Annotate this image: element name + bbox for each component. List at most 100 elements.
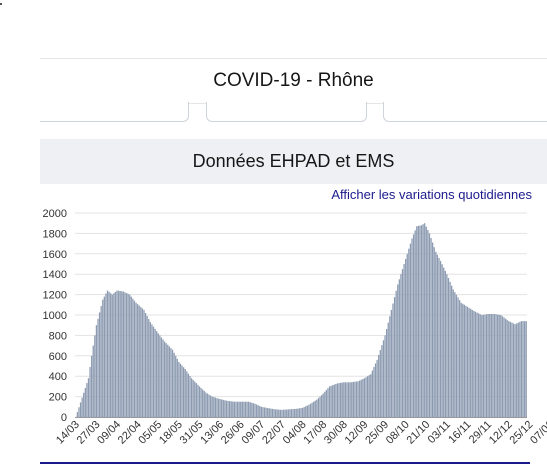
chart-bar [341,382,343,417]
chart-bar [268,408,270,417]
chart-bar [219,399,221,417]
chart-bar [282,409,285,417]
department-title-bar: COVID-19 - Rhône [40,58,547,104]
chart-bar [451,285,453,417]
chart-bar [149,322,151,417]
chart-bar [273,409,275,417]
chart-bar [373,367,375,417]
chart-bar [78,407,80,417]
chart-bar [294,408,296,417]
chart-bar [292,409,294,417]
chart-bar [489,313,491,417]
chart-bar [454,292,456,417]
chart-bar [466,306,469,417]
chart-bar [165,343,167,417]
chart-bar [463,304,465,417]
chart-bar [300,408,302,417]
chart-bar [252,403,255,417]
chart-bar [481,315,483,417]
chart-bar [474,311,477,417]
chart-bar [248,401,250,417]
chart-bar [405,258,407,417]
chart-bar [175,355,177,417]
x-axis: 14/0327/0309/0422/0405/0518/0531/0513/06… [54,417,547,447]
chart-bar [311,402,313,417]
chart-bar [416,226,418,417]
summary-card[interactable] [40,102,189,122]
summary-card[interactable] [383,102,547,122]
chart-bar [484,314,486,417]
chart-bar [171,349,174,417]
chart-bar [340,382,342,417]
chart-bar [189,375,191,417]
chart-bar [141,308,144,417]
chart-bar [366,376,369,417]
y-tick-label: 200 [49,392,67,404]
chart-bar [251,402,253,417]
chart-bar [94,335,96,417]
chart-bar [359,380,361,417]
chart-bar [378,354,380,417]
chart-bar [238,401,240,417]
chart-bar [152,326,155,417]
chart-bar [343,382,345,417]
chart-bar [316,399,318,417]
chart-bar [111,294,113,417]
chart-bar [351,382,353,417]
chart-bar [105,293,107,417]
chart-bar [370,374,372,417]
chart-bar [490,313,492,417]
chart-bar [113,293,115,417]
chart-bar [249,402,251,417]
chart-bar [195,383,197,417]
chart-bar [506,319,508,417]
chart-bar [154,328,156,417]
chart-bar [382,340,385,417]
chart-bar [470,308,472,417]
chart-bar [447,278,450,417]
show-daily-variations-link[interactable]: Afficher les variations quotidiennes [331,187,532,202]
chart-bar [363,378,366,417]
chart-bar [255,404,258,417]
chart-bar [138,305,140,417]
chart-bar [194,381,196,417]
chart-bar [290,409,293,417]
y-tick-label: 1200 [43,290,67,302]
chart-bar [420,225,423,417]
chart-bar [76,412,79,417]
page-title: COVID-19 - Rhône [213,70,374,91]
chart-bar [414,230,416,417]
ehpad-bar-chart: 0 200 400 600 800 1000 1200 1400 1600 1800 2000 14… [43,208,547,447]
chart-bar [305,406,307,417]
chart-bar [84,387,86,417]
chart-bar [192,379,194,417]
chart-bar [163,341,166,417]
chart-bar [371,370,374,417]
chart-bar [162,339,164,417]
chart-bar [417,225,420,417]
chart-bar [479,314,481,417]
chart-bar [110,293,112,417]
chart-bar [121,291,123,417]
chart-bar [400,274,402,417]
chart-bar [317,398,320,417]
chart-bar [330,385,332,417]
chart-bar [362,379,364,417]
chart-bar [265,407,267,417]
chart-bar [301,407,304,417]
chart-bar [443,267,445,417]
chart-bar [298,408,301,417]
chart-bar [228,401,231,417]
y-tick-label: 400 [49,371,67,383]
chart-bar [176,358,178,417]
chart-bar [473,310,475,417]
chart-bar [221,399,223,417]
chart-bar [243,401,245,417]
chart-bar [97,318,99,417]
chart-bar [477,313,480,417]
x-tick-label: 03/11 [426,419,453,446]
summary-card[interactable] [206,102,367,122]
chart-bar [381,345,383,417]
chart-bar [87,378,90,417]
chart-bar [352,381,354,417]
